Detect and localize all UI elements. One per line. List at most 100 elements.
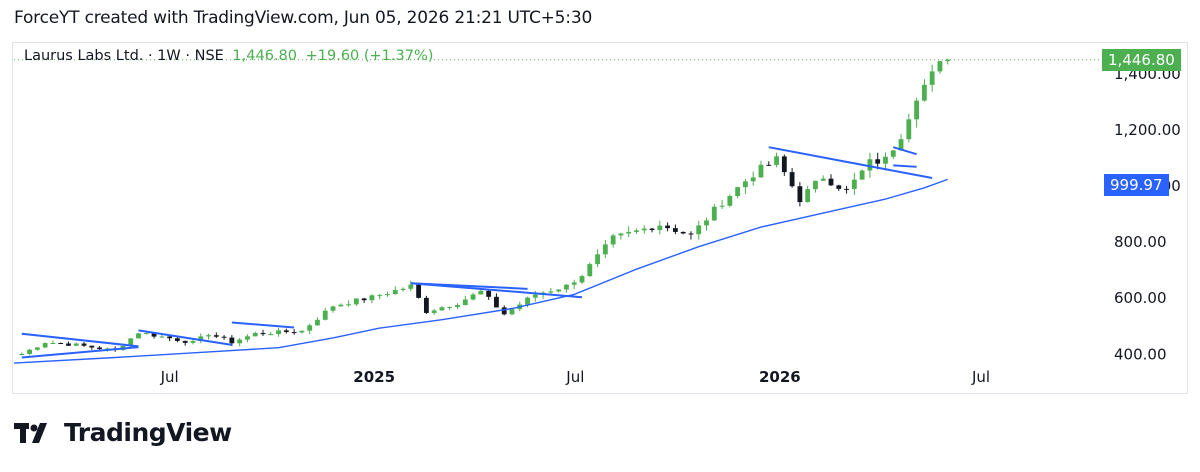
candle — [136, 333, 141, 339]
candle — [361, 297, 367, 303]
candle — [813, 180, 818, 193]
x-tick-label: 2026 — [759, 368, 801, 386]
candle — [634, 228, 639, 234]
candle — [42, 342, 48, 349]
candle — [789, 167, 795, 188]
candle — [190, 338, 196, 345]
candle — [805, 185, 811, 203]
tradingview-logo[interactable]: TradingView — [14, 418, 232, 447]
candle — [73, 342, 79, 347]
candle — [408, 280, 414, 292]
candle — [914, 97, 920, 128]
candle — [213, 332, 219, 339]
candle — [159, 335, 165, 338]
trendline[interactable] — [768, 146, 933, 180]
candle — [618, 232, 624, 240]
trendline[interactable] — [893, 164, 917, 168]
candle — [579, 274, 585, 285]
candle — [680, 231, 686, 235]
candle — [81, 342, 87, 347]
candle — [315, 317, 320, 326]
candle — [276, 327, 281, 337]
legend-last-price: 1,446.80 — [232, 48, 297, 64]
candle — [696, 220, 702, 240]
candle — [844, 185, 849, 194]
candle — [50, 340, 56, 345]
candle — [945, 58, 951, 65]
candle — [875, 152, 881, 170]
candle — [548, 287, 554, 295]
candle — [704, 217, 709, 231]
candle — [462, 295, 468, 306]
candle — [392, 286, 398, 295]
candle — [346, 300, 351, 307]
candle — [859, 169, 865, 180]
trendline[interactable] — [21, 332, 139, 348]
chart-pane[interactable] — [12, 42, 1188, 394]
candle — [307, 323, 313, 335]
moving-average-line — [13, 178, 948, 364]
candle — [198, 333, 204, 344]
candle — [260, 329, 266, 336]
trendline[interactable] — [21, 346, 139, 359]
candle — [711, 203, 717, 221]
candle — [828, 174, 834, 187]
y-tick-label: 1,200.00 — [1114, 121, 1181, 139]
y-tick-label: 800.00 — [1114, 233, 1167, 251]
candle — [688, 231, 694, 240]
candle — [719, 200, 725, 210]
candle — [299, 330, 305, 334]
legend-change: +19.60 (+1.37%) — [305, 48, 434, 64]
candle — [27, 348, 32, 356]
trendline[interactable] — [138, 329, 233, 346]
candle — [19, 352, 25, 356]
trendline[interactable] — [892, 146, 917, 156]
candle — [447, 306, 453, 311]
candle — [151, 333, 157, 339]
chart-header: ForceYT created with TradingView.com, Ju… — [14, 8, 593, 28]
candle — [766, 161, 772, 167]
tradingview-logo-text: TradingView — [64, 418, 232, 447]
x-tick-label: Jul — [971, 368, 990, 386]
candle — [322, 308, 328, 321]
candle — [641, 225, 647, 234]
candle — [478, 289, 484, 295]
candle — [883, 152, 888, 171]
candle — [602, 240, 608, 259]
candle — [851, 172, 857, 195]
candle — [34, 347, 40, 351]
candle — [898, 134, 904, 151]
candle — [774, 152, 779, 168]
candle — [221, 335, 227, 340]
candle — [595, 249, 600, 268]
chart-legend: Laurus Labs Ltd. · 1W · NSE 1,446.80 +19… — [24, 48, 433, 64]
candle — [672, 224, 678, 235]
candle — [245, 334, 250, 343]
candle — [921, 79, 927, 102]
candle — [237, 337, 243, 347]
candle — [727, 194, 733, 208]
candle — [338, 303, 344, 307]
candle — [571, 279, 577, 290]
candle — [455, 303, 460, 310]
candle — [564, 284, 569, 293]
trendline[interactable] — [231, 321, 295, 329]
candle — [89, 345, 95, 350]
candle — [423, 295, 429, 314]
candle — [750, 171, 756, 186]
candle — [929, 64, 935, 92]
candle — [431, 308, 437, 315]
candle — [797, 182, 803, 207]
candle — [820, 175, 826, 181]
legend-symbol: Laurus Labs Ltd. · 1W · NSE — [24, 48, 224, 64]
candle — [400, 287, 406, 292]
candle — [626, 226, 632, 238]
trendline[interactable] — [410, 282, 583, 299]
x-tick-label: Jul — [160, 368, 179, 386]
candle — [291, 329, 297, 335]
x-tick-label: Jul — [565, 368, 584, 386]
candle — [385, 291, 390, 297]
candle — [836, 184, 842, 191]
candle — [743, 178, 748, 194]
